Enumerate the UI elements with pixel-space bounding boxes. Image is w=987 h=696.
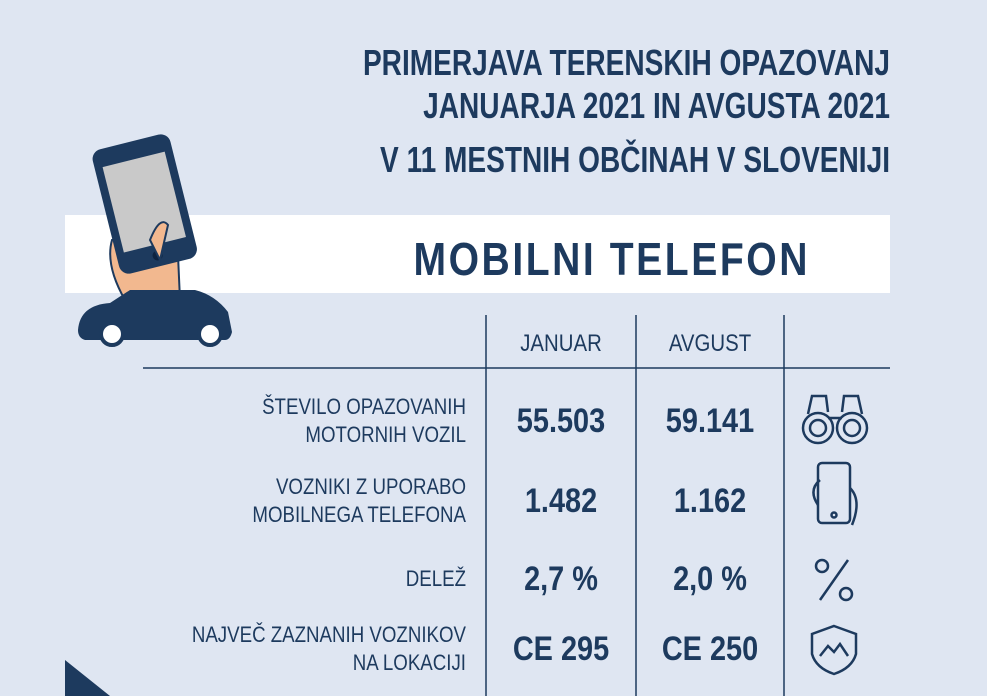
cell-group: CE 250 — [662, 629, 758, 668]
subtitle-band — [65, 215, 890, 293]
corner-triangle — [65, 660, 110, 696]
phone-car-illustration — [78, 134, 232, 347]
cell-value: 55.503 — [517, 401, 605, 440]
cell-group: 2,7 % — [524, 559, 598, 598]
row-label: NAJVEČ ZAZNANIH VOZNIKOV — [192, 623, 467, 648]
row-label: ŠTEVILO OPAZOVANIH — [262, 395, 466, 420]
table: JANUAR AVGUST ŠTEVILO OPAZOVANIH MOTORNIH V… — [192, 329, 758, 675]
cell-value: 2,7 % — [524, 559, 598, 598]
cell-value: 59.141 — [666, 401, 754, 440]
cell-value: CE 250 — [662, 629, 758, 668]
cell-value: 1.162 — [674, 481, 746, 520]
row-label-group: VOZNIKI Z UPORABO — [276, 476, 466, 500]
row-label: VOZNIKI Z UPORABO — [276, 476, 466, 500]
column-header-group: AVGUST — [669, 329, 752, 356]
row-label-group: MOBILNEGA TELEFONA — [252, 504, 466, 528]
row-label: DELEŽ — [406, 567, 466, 592]
cell-group: 55.503 — [517, 401, 605, 440]
row-label: MOTORNIH VOZIL — [305, 424, 466, 448]
row-label-group: DELEŽ — [406, 567, 466, 592]
cell-value: 2,0 % — [673, 559, 747, 598]
row-label: MOBILNEGA TELEFONA — [252, 504, 466, 528]
column-header: JANUAR — [520, 329, 602, 356]
row-icons — [801, 394, 869, 676]
cell-group: 2,0 % — [673, 559, 747, 598]
row-label-group: NA LOKACIJI — [353, 652, 466, 676]
row-label-group: NAJVEČ ZAZNANIH VOZNIKOV — [192, 623, 467, 648]
row-label-group: ŠTEVILO OPAZOVANIH — [262, 395, 466, 420]
cell-group: CE 295 — [513, 629, 609, 668]
cell-value: 1.482 — [525, 481, 597, 520]
title-line: PRIMERJAVA TERENSKIH OPAZOVANJ — [363, 43, 890, 83]
cell-value: CE 295 — [513, 629, 609, 668]
column-header: AVGUST — [669, 329, 752, 356]
cell-group: 59.141 — [666, 401, 754, 440]
row-label-group: MOTORNIH VOZIL — [305, 424, 466, 448]
title-line: JANUARJA 2021 IN AVGUSTA 2021 — [423, 86, 890, 126]
title-line: V 11 MESTNIH OBČINAH V SLOVENIJI — [380, 140, 890, 180]
cell-group: 1.482 — [525, 481, 597, 520]
subtitle-group: MOBILNI TELEFON — [413, 234, 810, 286]
cell-group: 1.162 — [674, 481, 746, 520]
subtitle: MOBILNI TELEFON — [413, 234, 810, 286]
row-label: NA LOKACIJI — [353, 652, 466, 676]
column-header-group: JANUAR — [520, 329, 602, 356]
